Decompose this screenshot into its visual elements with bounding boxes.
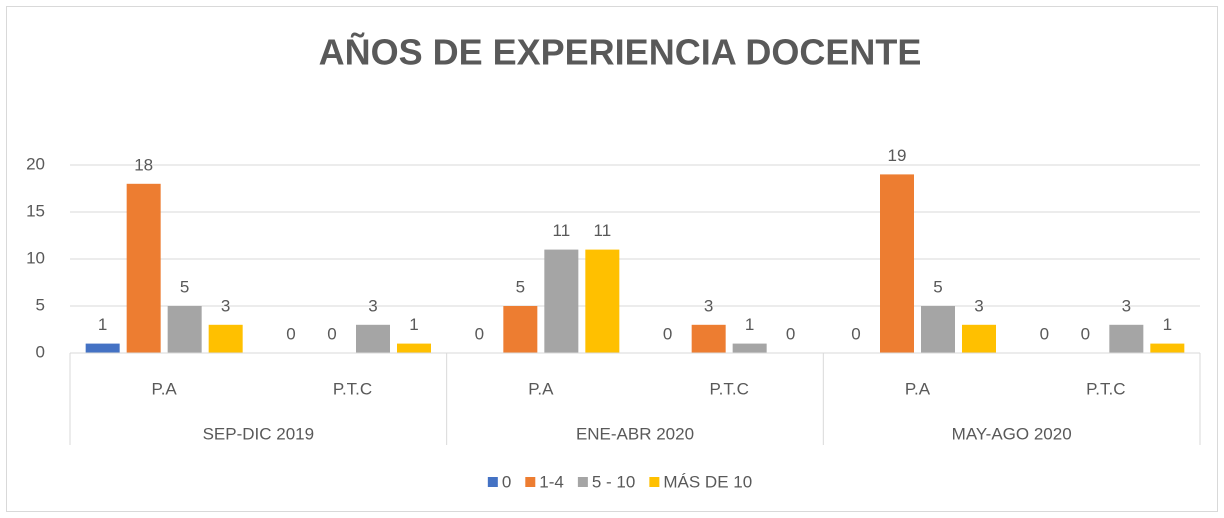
bar <box>503 306 538 353</box>
bar <box>1109 324 1144 353</box>
bar <box>397 343 431 353</box>
data-label: 3 <box>974 296 983 315</box>
group-label: MAY-AGO 2020 <box>952 424 1072 443</box>
data-label: 1 <box>1163 315 1172 334</box>
data-label: 1 <box>745 315 754 334</box>
bar <box>208 324 243 353</box>
bar <box>962 324 996 353</box>
data-label: 3 <box>1122 296 1131 315</box>
data-label: 1 <box>409 315 418 334</box>
bar <box>544 249 579 353</box>
data-label: 0 <box>327 324 336 343</box>
data-label: 5 <box>516 277 525 296</box>
legend-swatch <box>525 477 536 487</box>
x-tick-label: P.A <box>152 379 178 398</box>
x-tick-label: P.T.C <box>333 379 372 398</box>
data-label: 5 <box>180 277 189 296</box>
x-tick-label: P.A <box>905 379 931 398</box>
data-label: 0 <box>1040 324 1049 343</box>
y-tick-label: 0 <box>36 342 45 361</box>
data-label: 11 <box>594 221 612 240</box>
bar <box>585 249 620 353</box>
y-tick-label: 20 <box>26 154 45 173</box>
bar <box>356 324 390 353</box>
x-tick-label: P.T.C <box>709 379 748 398</box>
data-label: 1 <box>98 315 107 334</box>
x-tick-label: P.A <box>528 379 554 398</box>
chart-title: AÑOS DE EXPERIENCIA DOCENTE <box>319 31 922 73</box>
y-tick-label: 10 <box>26 248 45 267</box>
bar <box>126 183 161 353</box>
data-label: 0 <box>786 324 795 343</box>
y-tick-label: 5 <box>36 295 45 314</box>
bar <box>921 306 955 353</box>
legend-label: 0 <box>502 472 511 491</box>
data-label: 0 <box>851 324 860 343</box>
data-label: 5 <box>933 277 942 296</box>
group-label: ENE-ABR 2020 <box>576 424 694 443</box>
y-tick-label: 15 <box>26 201 45 220</box>
data-label: 19 <box>888 146 907 165</box>
group-label: SEP-DIC 2019 <box>203 424 315 443</box>
bar <box>691 324 726 353</box>
data-label: 3 <box>221 296 230 315</box>
data-label: 3 <box>368 296 377 315</box>
legend-swatch <box>577 477 588 487</box>
bar <box>167 306 202 353</box>
data-label: 0 <box>475 324 484 343</box>
data-label: 11 <box>553 221 571 240</box>
bar <box>732 343 767 353</box>
x-tick-label: P.T.C <box>1086 379 1125 398</box>
data-label: 3 <box>704 296 713 315</box>
legend-label: 5 - 10 <box>592 472 635 491</box>
legend-label: 1-4 <box>539 472 564 491</box>
bar <box>880 174 914 353</box>
bar <box>1150 343 1185 353</box>
legend-label: MÁS DE 10 <box>663 472 752 491</box>
legend-swatch <box>487 477 498 487</box>
data-label: 0 <box>663 324 672 343</box>
data-label: 0 <box>1081 324 1090 343</box>
legend-swatch <box>649 477 660 487</box>
bar <box>85 343 120 353</box>
data-label: 0 <box>286 324 295 343</box>
data-label: 18 <box>134 155 153 174</box>
